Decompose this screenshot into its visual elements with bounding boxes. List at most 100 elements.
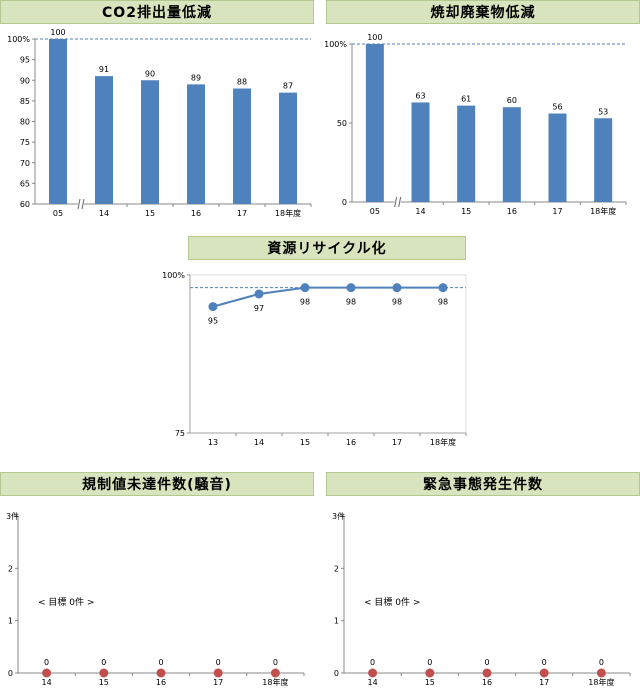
y-tick-label: 1	[8, 617, 13, 626]
x-tick-label: 05	[53, 209, 63, 218]
point-value-label: 0	[484, 658, 489, 667]
bar	[411, 102, 430, 202]
bar	[279, 92, 297, 204]
y-tick-label: 0	[334, 669, 339, 678]
x-tick-label: 17	[213, 678, 223, 687]
x-tick-label: 14	[42, 678, 52, 687]
y-tick-label: 80	[20, 118, 30, 127]
bar-value-label: 100	[50, 28, 65, 37]
point-value-label: 0	[370, 658, 375, 667]
data-point	[438, 283, 448, 293]
point-value-label: 98	[346, 298, 356, 307]
y-tick-label: 100%	[7, 35, 30, 44]
bar	[49, 39, 67, 204]
bar-value-label: 89	[191, 73, 201, 82]
x-tick-label: 13	[208, 438, 218, 447]
series-line	[212, 286, 443, 308]
bar-value-label: 91	[99, 65, 109, 74]
bar	[594, 118, 613, 202]
x-tick-label: 16	[482, 678, 492, 687]
data-point	[300, 283, 310, 293]
y-tick-label: 0	[342, 198, 347, 207]
x-tick-label: 15	[300, 438, 310, 447]
bar	[233, 88, 251, 204]
x-tick-label: 16	[191, 209, 201, 218]
data-point	[208, 302, 218, 312]
y-tick-label: 90	[20, 76, 30, 85]
chart-title-emergency: 緊急事態発生件数	[423, 477, 543, 493]
y-tick-label: 3件	[6, 511, 19, 521]
y-tick-label: 3件	[332, 511, 345, 521]
x-tick-label: 15	[145, 209, 155, 218]
plot-co2: 60 65 70 75 80 85 90 95 100% 05 14 15 16 17 18年度 100 91 9…	[7, 28, 312, 218]
chart-title-recycle: 資源リサイクル化	[267, 241, 387, 257]
banner-noise: 規制値未達件数(騒音)	[0, 472, 314, 496]
point-value-label: 98	[300, 298, 310, 307]
bar-value-label: 63	[415, 91, 425, 100]
data-point	[425, 668, 435, 678]
y-tick-label: 50	[337, 119, 347, 128]
x-tick-label: 17	[539, 678, 549, 687]
y-tick-label: 70	[20, 159, 30, 168]
data-point	[42, 668, 52, 678]
bar-value-label: 100	[367, 33, 382, 42]
bar-value-label: 87	[283, 82, 293, 91]
bar	[187, 84, 205, 204]
bar-value-label: 61	[461, 95, 471, 104]
point-value-label: 0	[216, 658, 221, 667]
axis-break-line	[398, 196, 402, 208]
axis-break-line	[394, 196, 398, 208]
bar	[95, 76, 113, 204]
x-tick-label: 14	[99, 209, 109, 218]
y-tick-label: 2	[8, 564, 13, 573]
plot-recycle: 75 100% 13 14 15 16 17 18年度 95 97 98 98 98 98	[162, 271, 467, 447]
axis-break-line	[77, 198, 81, 210]
axis-break-gap	[394, 196, 401, 208]
point-value-label: 95	[208, 317, 218, 326]
x-tick-label: 05	[370, 207, 380, 216]
banner-recycle: 資源リサイクル化	[188, 236, 466, 260]
data-point	[392, 283, 402, 293]
plot-noise: 0 1 2 3件 14 15 16 17 18年度 0 0 0 0 0 < 目標 0件 >	[6, 511, 305, 687]
bar-value-label: 88	[237, 78, 247, 87]
point-value-label: 0	[542, 658, 547, 667]
data-point	[346, 283, 356, 293]
bar-value-label: 56	[552, 103, 562, 112]
data-point	[368, 668, 378, 678]
point-value-label: 0	[101, 658, 106, 667]
bar	[457, 105, 476, 202]
point-value-label: 0	[44, 658, 49, 667]
y-tick-label: 65	[20, 179, 30, 188]
y-tick-label: 0	[8, 669, 13, 678]
bar	[502, 107, 521, 202]
x-tick-label: 16	[346, 438, 356, 447]
x-tick-label: 18年度	[590, 206, 616, 216]
data-point	[596, 668, 606, 678]
y-tick-label: 60	[20, 200, 30, 209]
point-value-label: 98	[392, 298, 402, 307]
plot-waste: 0 50 100% 05 14 15 16 17 18年度 100 63 61 60 56 53	[324, 33, 627, 216]
y-tick-label: 2	[334, 564, 339, 573]
bar	[365, 44, 384, 202]
banner-co2: CO2排出量低減	[0, 0, 314, 24]
plot-emergency: 0 1 2 3件 14 15 16 17 18年度 0 0 0 0 0 < 目標 0件 >	[332, 511, 631, 687]
x-tick-label: 15	[99, 678, 109, 687]
point-value-label: 0	[158, 658, 163, 667]
axis-break-mark	[77, 198, 85, 210]
x-tick-label: 14	[368, 678, 378, 687]
chart-title-co2: CO2排出量低減	[102, 5, 212, 21]
y-tick-label: 100%	[324, 40, 347, 49]
y-tick-label: 75	[20, 138, 30, 147]
x-tick-label: 17	[392, 438, 402, 447]
y-tick-label: 95	[20, 56, 30, 65]
y-tick-label: 75	[175, 429, 185, 438]
x-tick-label: 15	[461, 207, 471, 216]
data-point	[482, 668, 492, 678]
axis-break-gap	[78, 198, 84, 210]
x-tick-label: 18年度	[275, 208, 301, 218]
chart-title-waste: 焼却廃棄物低減	[430, 5, 536, 21]
x-tick-label: 16	[507, 207, 517, 216]
bar-value-label: 90	[145, 69, 155, 78]
data-point	[539, 668, 549, 678]
